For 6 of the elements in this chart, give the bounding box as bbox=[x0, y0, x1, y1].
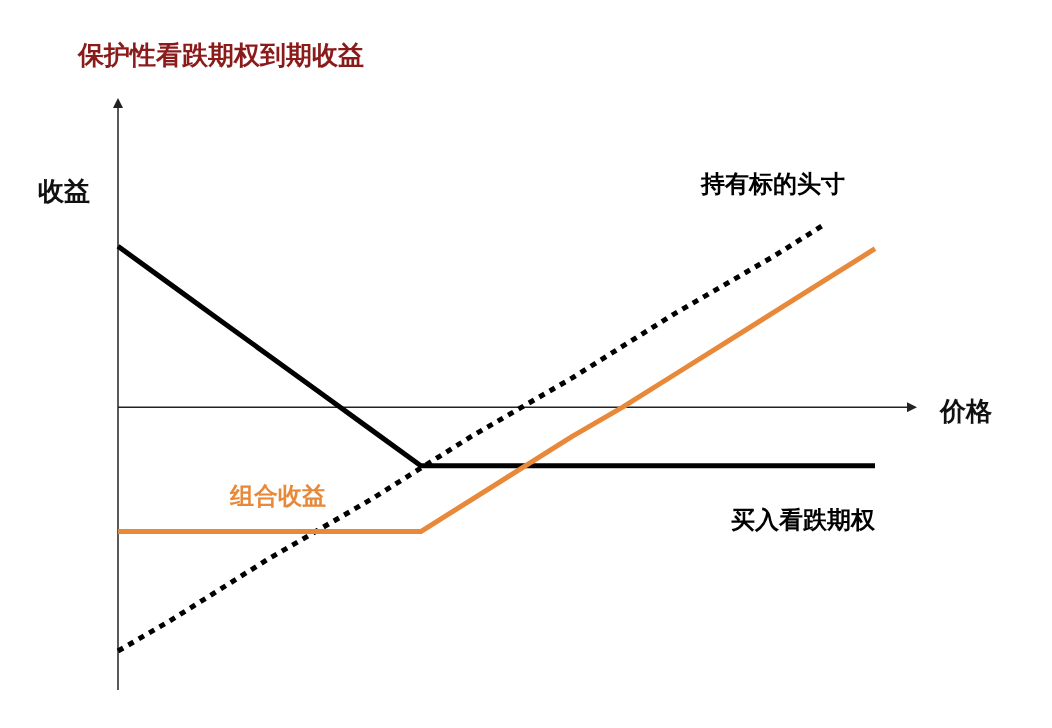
x-axis-title: 价格 bbox=[939, 396, 992, 426]
series-label: 买入看跌期权 bbox=[731, 505, 876, 534]
series-label: 持有标的头寸 bbox=[699, 170, 845, 199]
series-label: 组合收益 bbox=[228, 481, 326, 510]
y-axis-title: 收益 bbox=[38, 176, 90, 206]
chart-title: 保护性看跌期权到期收益 bbox=[77, 40, 364, 70]
